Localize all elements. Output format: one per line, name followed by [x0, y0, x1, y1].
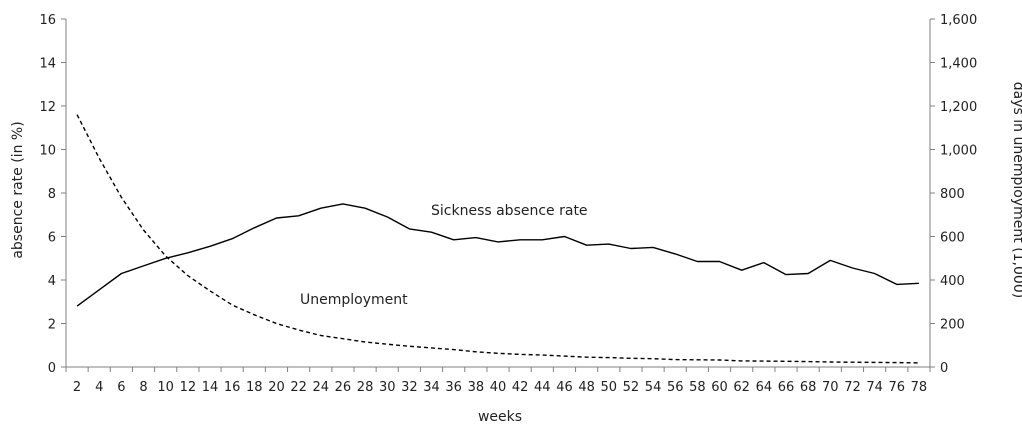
x-tick-label: 38 [468, 380, 485, 395]
y-right-tick-label: 400 [940, 274, 965, 289]
x-tick-label: 12 [180, 380, 197, 395]
x-tick-label: 20 [268, 380, 285, 395]
x-tick-label: 70 [822, 380, 839, 395]
y-left-tick-label: 4 [48, 274, 56, 289]
x-tick-label: 46 [556, 380, 573, 395]
x-tick-label: 34 [423, 380, 440, 395]
y-right-tick-label: 1,200 [940, 100, 977, 115]
y-axis-title-right: days in unemployment (1,000) [1010, 82, 1022, 298]
x-tick-label: 6 [117, 380, 125, 395]
x-tick-label: 14 [202, 380, 219, 395]
series-line-unemployment [76, 114, 919, 364]
y-right-tick-label: 800 [940, 187, 965, 202]
series-lines [76, 114, 919, 364]
x-tick-label: 54 [645, 380, 662, 395]
x-tick-label: 48 [578, 380, 595, 395]
x-tick-label: 4 [95, 380, 103, 395]
x-tick-label: 16 [224, 380, 241, 395]
x-tick-label: 64 [756, 380, 773, 395]
series-label-unemployment: Unemployment [300, 292, 408, 308]
x-tick-label: 56 [667, 380, 684, 395]
x-tick-label: 78 [911, 380, 928, 395]
axes [61, 18, 935, 372]
x-tick-label: 32 [401, 380, 418, 395]
x-tick-label: 58 [689, 380, 706, 395]
y-right-tick-label: 200 [940, 318, 965, 333]
y-right-tick-label: 0 [940, 361, 948, 376]
y-left-tick-label: 2 [48, 318, 56, 333]
tick-labels: 024681012141602004006008001,0001,2001,40… [39, 13, 977, 395]
series-line-sickness-absence [76, 203, 919, 307]
x-axis-title: weeks [478, 409, 522, 425]
x-tick-label: 10 [157, 380, 174, 395]
x-tick-label: 62 [733, 380, 750, 395]
x-tick-label: 36 [445, 380, 462, 395]
x-tick-label: 50 [600, 380, 617, 395]
x-tick-label: 22 [290, 380, 307, 395]
y-left-tick-label: 14 [39, 57, 56, 72]
y-right-tick-label: 1,000 [940, 144, 977, 159]
series-label-sickness: Sickness absence rate [431, 203, 588, 219]
y-left-tick-label: 8 [48, 187, 56, 202]
y-right-tick-label: 1,600 [940, 13, 977, 28]
x-tick-label: 2 [73, 380, 81, 395]
y-left-tick-label: 10 [39, 144, 56, 159]
x-tick-label: 44 [534, 380, 551, 395]
x-tick-label: 52 [623, 380, 640, 395]
x-tick-label: 18 [246, 380, 263, 395]
y-left-tick-label: 16 [39, 13, 56, 28]
x-tick-label: 74 [866, 380, 883, 395]
y-right-tick-label: 1,400 [940, 57, 977, 72]
x-tick-label: 40 [490, 380, 507, 395]
x-tick-label: 60 [711, 380, 728, 395]
x-tick-label: 26 [335, 380, 352, 395]
y-left-tick-label: 0 [48, 361, 56, 376]
y-left-tick-label: 12 [39, 100, 56, 115]
x-tick-label: 42 [512, 380, 529, 395]
x-tick-label: 24 [312, 380, 329, 395]
x-tick-label: 30 [379, 380, 396, 395]
x-tick-label: 68 [800, 380, 817, 395]
x-tick-label: 8 [139, 380, 147, 395]
x-tick-label: 28 [357, 380, 374, 395]
x-tick-label: 72 [844, 380, 861, 395]
y-left-tick-label: 6 [48, 231, 56, 246]
y-axis-title-left: absence rate (in %) [10, 121, 26, 258]
x-tick-label: 76 [888, 380, 905, 395]
y-right-tick-label: 600 [940, 231, 965, 246]
x-tick-label: 66 [778, 380, 795, 395]
